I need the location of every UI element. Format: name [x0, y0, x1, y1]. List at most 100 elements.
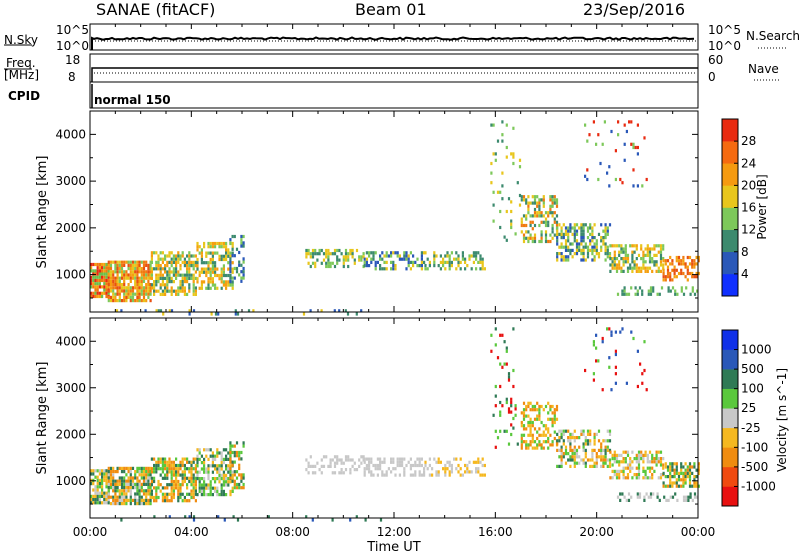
range-gate-cell [227, 273, 230, 278]
range-gate-cell [238, 454, 241, 458]
range-gate-cell [134, 273, 137, 277]
range-gate-cell [560, 258, 563, 262]
range-gate-cell [365, 251, 368, 255]
range-gate-cell [177, 254, 180, 258]
range-gate-cell [365, 257, 368, 261]
range-gate-cell [551, 223, 554, 228]
range-gate-cell [416, 457, 419, 461]
range-gate-cell [385, 254, 388, 258]
range-gate-cell [582, 239, 585, 243]
range-gate-cell [693, 492, 697, 496]
range-gate-cell [520, 217, 523, 221]
range-gate-cell [116, 260, 119, 264]
range-gate-cell [127, 470, 130, 474]
range-gate-cell [580, 248, 583, 252]
range-gate-cell [205, 261, 208, 265]
range-gate-cell [161, 292, 164, 296]
range-gate-cell [140, 486, 143, 490]
range-gate-cell [512, 155, 515, 159]
range-gate-cell [234, 309, 237, 313]
range-gate-cell [475, 267, 478, 271]
range-gate-cell [236, 312, 240, 316]
range-gate-cell [101, 488, 104, 492]
range-gate-cell [538, 204, 541, 208]
range-gate-cell [586, 236, 590, 240]
range-gate-cell [525, 443, 528, 447]
range-gate-cell [695, 262, 698, 266]
range-gate-cell [155, 309, 158, 313]
range-gate-cell [216, 267, 219, 271]
range-gate-cell [205, 454, 208, 458]
range-gate-cell [203, 483, 206, 487]
range-gate-cell [368, 251, 371, 255]
range-gate-cell [127, 289, 130, 293]
range-gate-cell [614, 352, 617, 357]
range-gate-cell [556, 232, 559, 236]
range-gate-cell [379, 264, 382, 268]
range-gate-cell [229, 266, 232, 271]
range-gate-cell [592, 343, 595, 347]
range-gate-cell [675, 484, 678, 488]
range-gate-cell [161, 476, 164, 480]
range-gate-cell [227, 248, 230, 252]
range-gate-cell [147, 292, 150, 296]
range-gate-cell [218, 480, 221, 484]
range-gate-cell [505, 145, 508, 150]
range-gate-cell [567, 232, 570, 236]
range-gate-cell [166, 273, 169, 277]
range-gate-cell [138, 289, 141, 293]
range-gate-cell [600, 464, 603, 468]
range-gate-cell [340, 468, 343, 472]
range-gate-cell [179, 463, 182, 468]
range-gate-cell [693, 259, 696, 263]
range-gate-cell [309, 309, 312, 313]
range-gate-cell [564, 226, 568, 230]
range-gate-cell [107, 291, 110, 295]
range-gate-cell [120, 289, 124, 293]
range-gate-cell [94, 282, 97, 286]
range-gate-cell [588, 133, 591, 137]
range-gate-cell [140, 273, 143, 277]
range-gate-cell [222, 254, 225, 258]
range-gate-cell [656, 492, 659, 496]
range-gate-cell [637, 453, 641, 457]
range-gate-cell [175, 486, 178, 490]
range-gate-cell [231, 479, 234, 483]
range-gate-cell [542, 214, 545, 218]
range-gate-cell [372, 463, 375, 468]
range-gate-cell [188, 276, 191, 280]
range-gate-cell [186, 280, 189, 284]
range-gate-cell [129, 263, 132, 267]
range-gate-cell [697, 471, 700, 475]
range-gate-cell [150, 270, 153, 274]
range-gate-cell [220, 280, 223, 284]
range-gate-cell [641, 184, 644, 188]
range-gate-cell [238, 260, 241, 264]
range-gate-cell [194, 286, 197, 290]
range-gate-cell [320, 471, 323, 475]
range-gate-cell [147, 276, 150, 280]
nsearch-tick-top: 10^5 [708, 23, 741, 37]
range-gate-cell [242, 276, 245, 280]
range-gate-cell [153, 515, 156, 519]
range-gate-cell [94, 272, 97, 276]
range-gate-cell [90, 294, 93, 299]
range-gate-cell [448, 264, 451, 268]
range-gate-cell [227, 483, 230, 487]
range-gate-cell [680, 468, 683, 472]
range-gate-cell [92, 494, 95, 498]
range-gate-cell [586, 248, 590, 252]
range-gate-cell [177, 286, 180, 290]
range-gate-cell [606, 458, 609, 462]
range-gate-cell [529, 443, 532, 447]
range-gate-cell [318, 468, 321, 472]
range-gate-cell [392, 260, 395, 264]
range-gate-cell [149, 270, 152, 274]
range-gate-cell [200, 257, 203, 262]
range-gate-cell [525, 214, 528, 218]
range-gate-cell [200, 489, 203, 493]
range-gate-cell [633, 266, 636, 270]
range-gate-cell [229, 260, 232, 264]
range-gate-cell [114, 470, 117, 474]
range-gate-cell [145, 482, 148, 486]
